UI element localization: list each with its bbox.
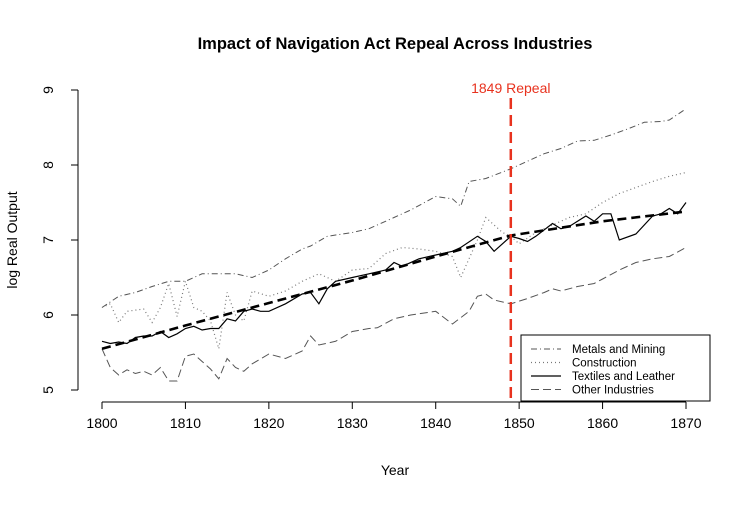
y-tick-label: 9 <box>40 86 56 94</box>
x-tick-label: 1860 <box>587 415 618 431</box>
x-tick-label: 1810 <box>170 415 201 431</box>
x-tick-label: 1840 <box>420 415 451 431</box>
y-axis-label: log Real Output <box>4 191 20 288</box>
legend-label: Construction <box>572 358 637 370</box>
x-axis-label: Year <box>381 462 410 478</box>
axes: 1800 1810 1820 1830 1840 1850 1860 1870 5 6 7 8 9 <box>40 86 702 431</box>
series-line-other-industries <box>101 247 687 382</box>
series-line-construction <box>101 171 687 349</box>
repeal-annotation: 1849 Repeal <box>471 80 551 402</box>
legend-label: Metals and Mining <box>572 344 665 356</box>
chart-title: Impact of Navigation Act Repeal Across I… <box>198 35 593 53</box>
x-tick-label: 1820 <box>253 415 284 431</box>
y-tick-label: 8 <box>40 161 56 169</box>
series-line-textiles-and-leather <box>101 202 687 345</box>
series-lines <box>101 108 687 382</box>
y-tick-label: 6 <box>40 311 56 319</box>
y-tick-label: 5 <box>40 386 56 394</box>
repeal-label: 1849 Repeal <box>471 80 550 96</box>
x-tick-label: 1800 <box>86 415 117 431</box>
x-tick-label: 1850 <box>504 415 535 431</box>
legend-box <box>520 334 711 402</box>
series-line-trend <box>101 210 687 351</box>
legend-label: Other Industries <box>572 385 654 397</box>
legend-label: Textiles and Leather <box>572 371 675 383</box>
x-tick-label: 1870 <box>670 415 701 431</box>
x-tick-label: 1830 <box>337 415 368 431</box>
series-line-metals-and-mining <box>101 108 687 308</box>
y-tick-label: 7 <box>40 236 56 244</box>
